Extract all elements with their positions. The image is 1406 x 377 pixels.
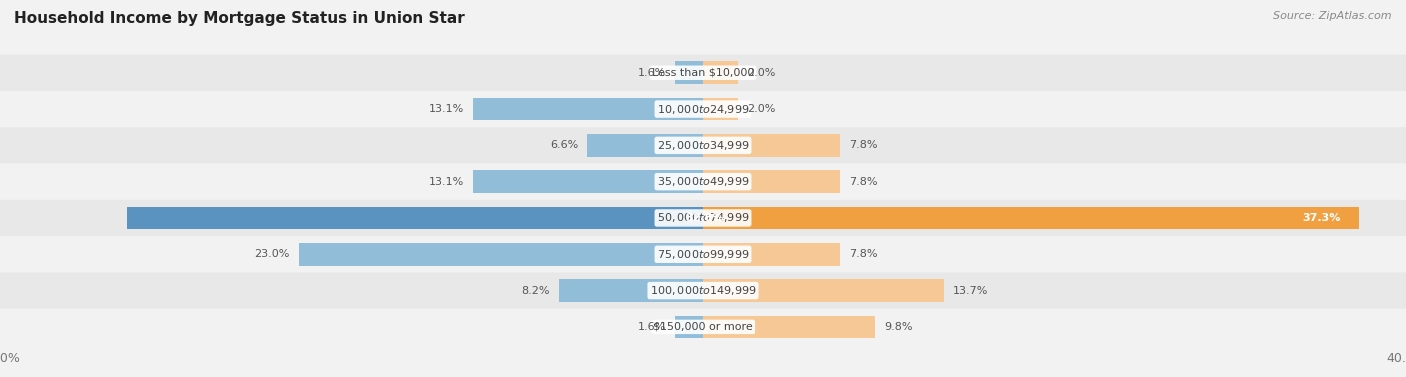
FancyBboxPatch shape	[0, 164, 1406, 200]
FancyBboxPatch shape	[0, 55, 1406, 91]
FancyBboxPatch shape	[0, 91, 1406, 127]
Text: Household Income by Mortgage Status in Union Star: Household Income by Mortgage Status in U…	[14, 11, 465, 26]
Text: 2.0%: 2.0%	[747, 68, 775, 78]
Text: 2.0%: 2.0%	[747, 104, 775, 114]
FancyBboxPatch shape	[0, 236, 1406, 273]
Text: 37.3%: 37.3%	[1302, 213, 1341, 223]
Text: 1.6%: 1.6%	[638, 322, 666, 332]
Text: 1.6%: 1.6%	[638, 68, 666, 78]
Text: 13.1%: 13.1%	[429, 104, 464, 114]
Bar	[588, 134, 703, 156]
FancyBboxPatch shape	[0, 127, 1406, 164]
Text: $10,000 to $24,999: $10,000 to $24,999	[657, 103, 749, 116]
Text: $25,000 to $34,999: $25,000 to $34,999	[657, 139, 749, 152]
Bar	[703, 316, 875, 338]
FancyBboxPatch shape	[0, 273, 1406, 309]
Text: $35,000 to $49,999: $35,000 to $49,999	[657, 175, 749, 188]
Text: 23.0%: 23.0%	[254, 249, 290, 259]
Bar	[560, 279, 703, 302]
Text: 7.8%: 7.8%	[849, 249, 877, 259]
Bar	[703, 134, 841, 156]
Text: Less than $10,000: Less than $10,000	[652, 68, 754, 78]
Bar	[703, 243, 841, 265]
Bar	[703, 98, 738, 120]
Text: $75,000 to $99,999: $75,000 to $99,999	[657, 248, 749, 261]
Bar	[472, 170, 703, 193]
Text: $100,000 to $149,999: $100,000 to $149,999	[650, 284, 756, 297]
Text: 13.1%: 13.1%	[429, 177, 464, 187]
Text: 7.8%: 7.8%	[849, 177, 877, 187]
Text: Source: ZipAtlas.com: Source: ZipAtlas.com	[1274, 11, 1392, 21]
Text: 6.6%: 6.6%	[550, 140, 578, 150]
Bar	[703, 279, 943, 302]
FancyBboxPatch shape	[0, 200, 1406, 236]
Bar	[675, 316, 703, 338]
Bar	[703, 170, 841, 193]
Bar	[127, 207, 703, 229]
Bar	[299, 243, 703, 265]
Text: $50,000 to $74,999: $50,000 to $74,999	[657, 211, 749, 224]
Bar	[675, 61, 703, 84]
Text: 8.2%: 8.2%	[522, 285, 550, 296]
Text: 13.7%: 13.7%	[953, 285, 988, 296]
Bar	[472, 98, 703, 120]
Bar	[703, 207, 1358, 229]
FancyBboxPatch shape	[0, 309, 1406, 345]
Text: 7.8%: 7.8%	[849, 140, 877, 150]
Text: 9.8%: 9.8%	[884, 322, 912, 332]
Bar	[703, 61, 738, 84]
Text: $150,000 or more: $150,000 or more	[654, 322, 752, 332]
Text: 32.8%: 32.8%	[686, 213, 724, 223]
